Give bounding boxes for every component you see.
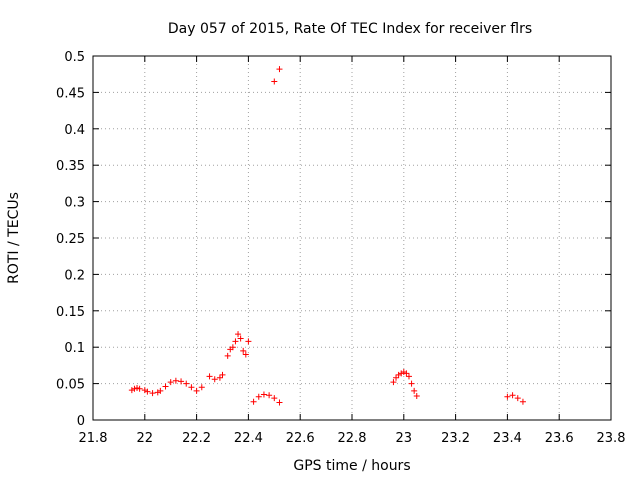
x-tick-label: 22.2 — [182, 431, 211, 446]
data-point — [411, 387, 418, 394]
data-point — [216, 374, 223, 381]
data-point — [408, 380, 415, 387]
data-point — [271, 395, 278, 402]
y-tick-label: 0.15 — [56, 305, 85, 320]
x-tick-label: 22.6 — [286, 431, 315, 446]
data-point — [211, 376, 218, 383]
x-tick-label: 22.4 — [234, 431, 263, 446]
data-point — [157, 387, 164, 394]
x-axis-label: GPS time / hours — [293, 458, 410, 474]
y-tick-label: 0.45 — [56, 86, 85, 101]
data-point — [198, 384, 205, 391]
x-tick-label: 23.4 — [493, 431, 522, 446]
x-tick-label: 23.6 — [545, 431, 574, 446]
data-point — [235, 331, 242, 338]
x-tick-label: 23.8 — [597, 431, 626, 446]
data-point — [144, 388, 151, 395]
data-point — [390, 379, 397, 386]
data-point — [255, 393, 262, 400]
data-point — [178, 378, 185, 385]
data-point — [232, 338, 239, 345]
data-point — [134, 384, 141, 391]
data-point — [141, 387, 148, 394]
data-point — [219, 371, 226, 378]
data-point — [131, 385, 138, 392]
x-tick-label: 22.8 — [338, 431, 367, 446]
data-point — [242, 351, 249, 358]
x-tick-label: 23.2 — [441, 431, 470, 446]
chart-title: Day 057 of 2015, Rate Of TEC Index for r… — [168, 21, 532, 37]
data-point — [206, 373, 213, 380]
data-point — [250, 398, 257, 405]
data-point — [149, 390, 156, 397]
data-point — [398, 370, 405, 377]
data-point — [162, 383, 169, 390]
x-tick-label: 22 — [137, 431, 154, 446]
data-point — [514, 395, 521, 402]
data-point — [403, 370, 410, 377]
y-tick-label: 0.05 — [56, 378, 85, 393]
y-tick-label: 0 — [77, 414, 85, 429]
y-tick-label: 0.4 — [64, 123, 85, 138]
data-point — [504, 393, 511, 400]
data-point — [237, 335, 244, 342]
data-point — [260, 391, 267, 398]
data-point — [405, 373, 412, 380]
data-point — [266, 392, 273, 399]
y-axis: 0 0.05 0.1 0.15 0.2 0.25 0.3 0.35 0.4 0.45 0.5 — [56, 50, 611, 429]
y-tick-label: 0.5 — [64, 50, 85, 65]
data-points — [128, 66, 526, 406]
data-point — [519, 398, 526, 405]
y-tick-label: 0.2 — [64, 268, 85, 283]
data-point — [413, 392, 420, 399]
y-axis-label: ROTI / TECUs — [6, 192, 22, 284]
y-tick-label: 0.25 — [56, 232, 85, 247]
data-point — [245, 338, 252, 345]
data-point — [154, 389, 161, 396]
data-point — [276, 66, 283, 73]
data-point — [183, 380, 190, 387]
data-point — [276, 399, 283, 406]
y-tick-label: 0.3 — [64, 196, 85, 211]
data-point — [128, 387, 135, 394]
data-point — [136, 385, 143, 392]
data-point — [393, 374, 400, 381]
data-point — [395, 371, 402, 378]
data-point — [167, 379, 174, 386]
data-point — [509, 392, 516, 399]
data-point — [400, 368, 407, 375]
data-point — [188, 384, 195, 391]
data-point — [271, 78, 278, 85]
data-point — [240, 347, 247, 354]
data-point — [193, 387, 200, 394]
grid-lines — [93, 56, 611, 420]
data-point — [224, 352, 231, 359]
y-tick-label: 0.1 — [64, 341, 85, 356]
data-point — [229, 344, 236, 351]
data-point — [172, 377, 179, 384]
y-tick-label: 0.35 — [56, 159, 85, 174]
x-tick-label: 21.8 — [79, 431, 108, 446]
x-tick-label: 23 — [396, 431, 413, 446]
x-axis: 21.8 22 22.2 22.4 22.6 22.8 23 23.2 23.4 23.6 23.8 — [79, 56, 626, 446]
